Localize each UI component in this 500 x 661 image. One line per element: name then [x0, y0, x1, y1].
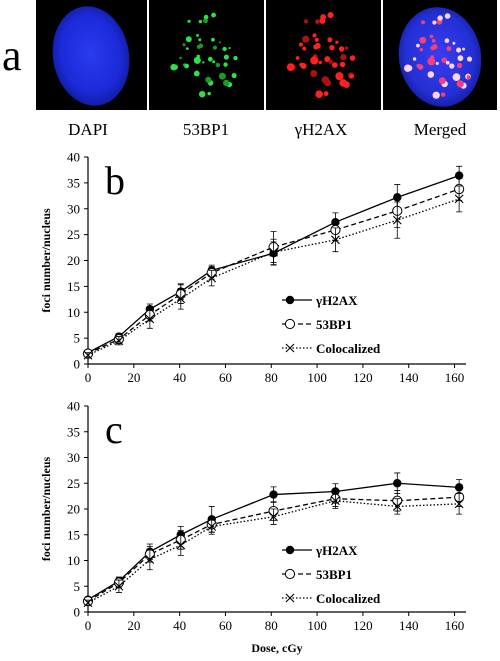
legend-label: Colocalized: [316, 591, 381, 606]
micrograph-gh2ax: [266, 0, 381, 110]
x-tick-label: 160: [445, 370, 465, 385]
legend-marker: [285, 593, 295, 603]
x-tick-label: 120: [353, 618, 373, 633]
y-tick-label: 10: [67, 553, 80, 568]
micrograph-53bp1: [149, 0, 264, 110]
y-axis-label: foci number/nucleus: [39, 208, 53, 313]
data-point: [114, 581, 124, 591]
series-line: [87, 198, 460, 356]
y-tick-label: 20: [67, 502, 80, 517]
y-tick-label: 0: [74, 605, 81, 620]
x-tick-label: 140: [399, 370, 419, 385]
series-line: [87, 188, 460, 355]
legend-entry: 53BP1: [282, 567, 352, 582]
data-point: [176, 540, 186, 550]
x-tick-label: 80: [265, 370, 278, 385]
y-tick-label: 5: [74, 331, 81, 346]
series-53BP1: [82, 177, 465, 359]
series-γH2AX: [83, 472, 464, 604]
x-tick-label: 60: [219, 370, 232, 385]
y-tick-label: 15: [67, 279, 80, 294]
x-tick-label: 160: [445, 618, 465, 633]
legend-label: γH2AX: [315, 293, 358, 308]
y-tick-label: 40: [67, 150, 80, 165]
y-tick-label: 0: [74, 357, 81, 372]
legend-marker: [284, 568, 296, 580]
series-Colocalized: [83, 185, 464, 360]
panel-letter-c: c: [105, 407, 123, 452]
y-tick-label: 40: [67, 399, 80, 414]
chart-panel-c: 0 5 10 15 20 25 30 35 40 0 20 40 60 80 100 120 140 160 foc…: [39, 399, 466, 655]
data-point: [114, 336, 124, 346]
data-point: [207, 522, 217, 531]
caption-53bp1: 53BP1: [183, 120, 229, 139]
micrograph-dapi: [36, 0, 147, 110]
data-point: [454, 483, 464, 492]
x-tick-label: 60: [219, 618, 232, 633]
x-tick-label: 20: [127, 370, 140, 385]
data-point: [331, 235, 340, 245]
y-tick-label: 35: [67, 175, 80, 190]
data-point: [392, 502, 402, 511]
legend-marker: [285, 343, 295, 353]
x-tick-label: 0: [85, 618, 92, 633]
y-tick-label: 25: [67, 227, 80, 242]
y-axis-label: foci number/nucleus: [39, 457, 53, 562]
y-tick-label: 25: [67, 476, 80, 491]
legend-entry: γH2AX: [282, 543, 358, 558]
caption-merged: Merged: [414, 120, 467, 139]
data-point: [392, 215, 402, 225]
data-point: [393, 479, 402, 488]
micrograph-merged: [383, 0, 497, 110]
x-tick-label: 0: [85, 370, 92, 385]
legend-marker: [285, 545, 295, 555]
data-point: [145, 555, 155, 564]
x-tick-label: 120: [353, 370, 373, 385]
data-point: [176, 294, 186, 304]
data-point: [207, 273, 217, 283]
legend-label: 53BP1: [316, 567, 352, 582]
y-tick-label: 35: [67, 424, 80, 439]
x-tick-label: 100: [307, 618, 327, 633]
data-point: [331, 496, 340, 506]
x-tick-label: 80: [265, 618, 278, 633]
x-axis-label: Dose, cGy: [251, 641, 302, 655]
caption-gh2ax: γH2AX: [294, 120, 348, 139]
y-tick-label: 20: [67, 253, 80, 268]
x-tick-label: 140: [399, 618, 419, 633]
data-point: [269, 490, 278, 499]
legend-label: γH2AX: [315, 543, 358, 558]
panel-letter-b: b: [105, 158, 125, 203]
legend-entry: γH2AX: [282, 293, 358, 308]
caption-dapi: DAPI: [68, 120, 108, 139]
series-Colocalized: [83, 492, 464, 608]
legend-label: Colocalized: [316, 341, 381, 356]
x-tick-label: 40: [173, 370, 186, 385]
legend-marker: [285, 295, 295, 305]
data-point: [83, 350, 93, 360]
chart-panel-b: 0 5 10 15 20 25 30 35 40 0 20 40 60 80 100 120 140 160 foc…: [39, 150, 466, 385]
y-tick-label: 30: [67, 450, 80, 465]
data-point: [269, 512, 278, 522]
y-tick-label: 15: [67, 527, 80, 542]
legend-entry: 53BP1: [282, 317, 352, 332]
data-point: [83, 598, 93, 608]
data-point: [269, 247, 278, 257]
x-tick-label: 100: [307, 370, 327, 385]
legend-label: 53BP1: [316, 317, 352, 332]
y-tick-label: 10: [67, 305, 80, 320]
legend-entry: Colocalized: [282, 341, 381, 356]
data-point: [145, 314, 155, 324]
legend-marker: [284, 318, 296, 330]
x-tick-label: 40: [173, 618, 186, 633]
data-point: [454, 194, 464, 204]
panel-a-letter: a: [2, 31, 22, 80]
data-point: [454, 499, 464, 509]
legend-entry: Colocalized: [282, 591, 381, 606]
x-tick-label: 20: [127, 618, 140, 633]
y-tick-label: 30: [67, 201, 80, 216]
y-tick-label: 5: [74, 579, 81, 594]
